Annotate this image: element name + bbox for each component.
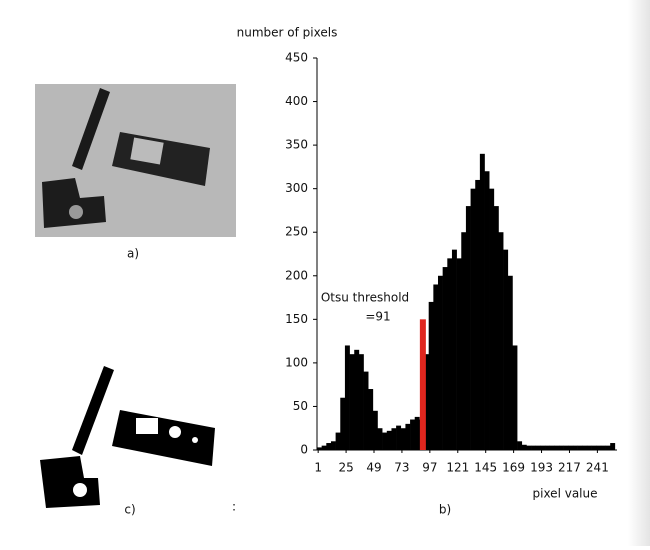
bar xyxy=(368,389,374,450)
annotation: =91 xyxy=(365,310,390,324)
bar xyxy=(354,349,360,450)
bar xyxy=(372,410,378,450)
bar xyxy=(517,441,523,450)
y-tick-label: 250 xyxy=(285,225,308,239)
panel-label: c) xyxy=(124,503,135,517)
bar xyxy=(591,445,597,450)
bar xyxy=(349,354,355,450)
x-tick-label: 169 xyxy=(502,461,525,475)
annotation: Otsu threshold xyxy=(321,291,409,305)
bar xyxy=(410,419,416,450)
y-tick-label: 450 xyxy=(285,51,308,65)
bar xyxy=(405,423,411,450)
stray-mark: : xyxy=(232,500,236,514)
bar xyxy=(512,345,518,450)
y-tick-label: 100 xyxy=(285,355,308,369)
x-tick-label: 97 xyxy=(422,461,437,475)
x-tick-label: 241 xyxy=(586,461,609,475)
bar xyxy=(363,371,369,450)
bar xyxy=(396,425,402,450)
bar xyxy=(600,445,606,450)
bar xyxy=(386,430,392,450)
x-tick-label: 145 xyxy=(474,461,497,475)
bar xyxy=(321,445,327,450)
bar xyxy=(326,443,332,450)
bar xyxy=(582,445,588,450)
bar xyxy=(526,445,532,450)
bar xyxy=(503,249,509,450)
y-tick-label: 50 xyxy=(293,399,308,413)
bar xyxy=(382,432,388,450)
bar xyxy=(521,444,527,450)
bar xyxy=(437,275,443,450)
bar xyxy=(344,345,350,450)
y-axis-label: number of pixels xyxy=(237,26,338,40)
bar xyxy=(461,232,467,450)
y-tick-label: 350 xyxy=(285,138,308,152)
bar xyxy=(484,171,490,450)
bar xyxy=(540,445,546,450)
panel-label: b) xyxy=(439,503,451,517)
photo-a xyxy=(35,84,236,237)
bar xyxy=(572,445,578,450)
x-tick-label: 1 xyxy=(314,461,322,475)
page-edge xyxy=(628,0,650,546)
bar xyxy=(563,445,569,450)
bar xyxy=(507,275,513,450)
bar xyxy=(596,445,602,450)
bar xyxy=(498,232,504,450)
x-tick-label: 217 xyxy=(558,461,581,475)
bar xyxy=(558,445,564,450)
bar xyxy=(433,284,439,450)
bar xyxy=(391,428,397,450)
bar xyxy=(330,441,336,450)
bar xyxy=(489,188,495,450)
bar xyxy=(340,397,346,450)
bar xyxy=(493,206,499,450)
bar xyxy=(377,428,383,450)
threshold-line xyxy=(419,319,426,450)
x-tick-label: 25 xyxy=(338,461,353,475)
bar xyxy=(535,445,541,450)
bar xyxy=(442,267,448,450)
bar xyxy=(335,432,341,450)
x-tick-label: 49 xyxy=(366,461,381,475)
x-axis-label: pixel value xyxy=(533,487,598,501)
y-tick-label: 200 xyxy=(285,268,308,282)
bar xyxy=(451,249,457,450)
x-tick-label: 193 xyxy=(530,461,553,475)
bar xyxy=(479,153,485,451)
y-tick-label: 400 xyxy=(285,94,308,108)
bar xyxy=(610,443,616,450)
bar xyxy=(456,258,462,450)
bar xyxy=(568,445,574,450)
panel-label: a) xyxy=(127,247,139,261)
bar xyxy=(447,258,453,450)
bar xyxy=(428,301,434,450)
bar xyxy=(549,445,555,450)
bar xyxy=(470,188,476,450)
y-tick-label: 0 xyxy=(300,443,308,457)
bar xyxy=(605,445,611,450)
bar xyxy=(545,445,550,450)
bar xyxy=(554,445,560,450)
bar xyxy=(586,445,592,450)
bar xyxy=(414,416,420,450)
bar xyxy=(577,445,583,450)
bar xyxy=(465,206,471,450)
x-tick-label: 121 xyxy=(446,461,469,475)
bar xyxy=(531,445,537,450)
bar xyxy=(475,179,481,450)
bar xyxy=(317,447,322,450)
y-tick-label: 150 xyxy=(285,312,308,326)
bar xyxy=(400,428,406,450)
y-tick-label: 300 xyxy=(285,181,308,195)
x-tick-label: 73 xyxy=(394,461,409,475)
bar xyxy=(424,354,429,450)
bar xyxy=(358,354,364,450)
photo-c xyxy=(40,366,215,508)
